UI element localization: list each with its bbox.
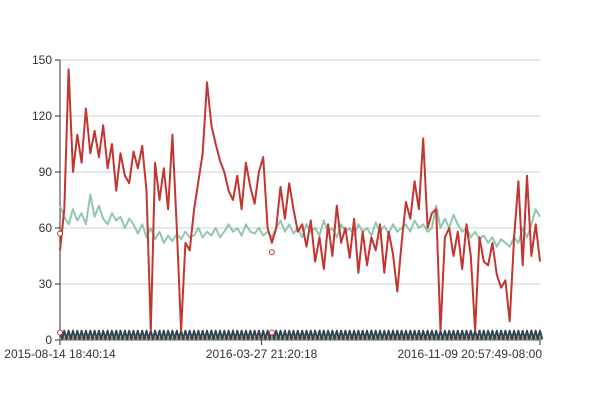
y-tick-label: 120 (32, 109, 52, 123)
y-tick-label: 60 (39, 221, 53, 235)
y-tick-label: 30 (39, 277, 53, 291)
x-tick-label: 2016-11-09 20:57:49-08:00 (397, 347, 542, 361)
grid-lines (60, 59, 540, 285)
y-tick-label: 150 (32, 53, 52, 67)
series-marker (57, 329, 63, 336)
x-tick-label: 2015-08-14 18:40:14 (4, 347, 116, 361)
x-tick-label: 2016-03-27 21:20:18 (206, 347, 318, 361)
series-line-2 (59, 193, 541, 248)
y-tick-label: 0 (45, 333, 52, 347)
y-tick-label: 90 (39, 165, 53, 179)
tick-labels: 0 30 60 90 120 150 2015-08-14 18:40:14 2016-03-… (4, 53, 542, 361)
series-marker (268, 249, 275, 256)
axes (55, 59, 541, 345)
series-lines (57, 68, 544, 341)
series-marker (57, 230, 63, 237)
series-marker (268, 329, 275, 336)
series-line-3 (59, 329, 544, 341)
series-line-1 (59, 68, 541, 332)
